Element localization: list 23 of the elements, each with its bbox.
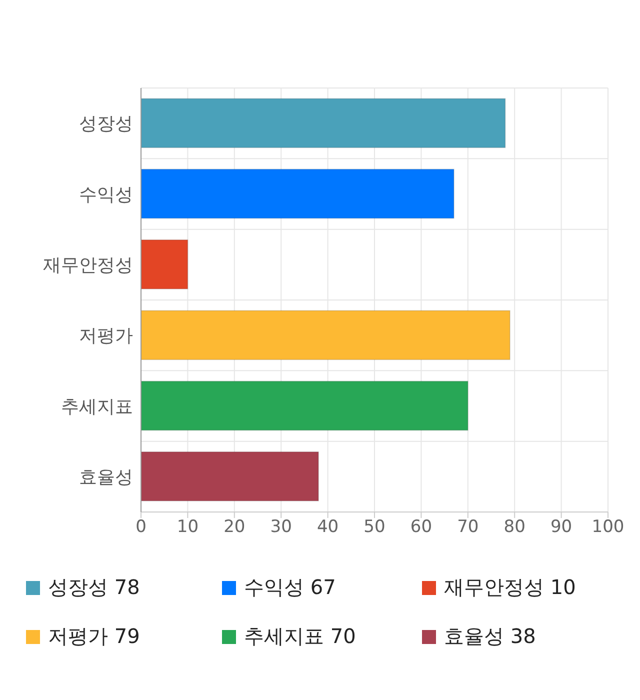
y-tick-label: 수익성 — [79, 184, 133, 206]
x-tick-label: 70 — [457, 517, 479, 538]
x-tick-label: 90 — [550, 517, 572, 538]
y-tick-label: 추세지표 — [61, 396, 133, 418]
legend-label: 재무안정성 10 — [444, 574, 576, 601]
legend-label: 수익성 67 — [244, 574, 336, 601]
x-tick-label: 100 — [592, 517, 624, 538]
x-tick-label: 40 — [316, 517, 339, 538]
y-tick-label: 재무안정성 — [43, 255, 133, 276]
x-tick-label: 50 — [364, 517, 386, 538]
legend-label: 저평가 79 — [48, 623, 140, 650]
x-tick-label: 10 — [176, 517, 199, 538]
x-tick-label: 60 — [410, 517, 432, 538]
legend-label: 추세지표 70 — [244, 623, 356, 650]
x-tick-label: 20 — [224, 517, 246, 538]
x-tick-label: 30 — [270, 517, 292, 538]
y-tick-label: 저평가 — [79, 326, 133, 347]
x-tick-label: 80 — [504, 517, 526, 538]
x-tick-label: 0 — [136, 517, 146, 538]
y-tick-label: 효율성 — [79, 467, 133, 488]
legend-label: 성장성 78 — [48, 574, 140, 601]
legend-label: 효율성 38 — [444, 623, 536, 650]
y-tick-label: 성장성 — [79, 114, 133, 135]
